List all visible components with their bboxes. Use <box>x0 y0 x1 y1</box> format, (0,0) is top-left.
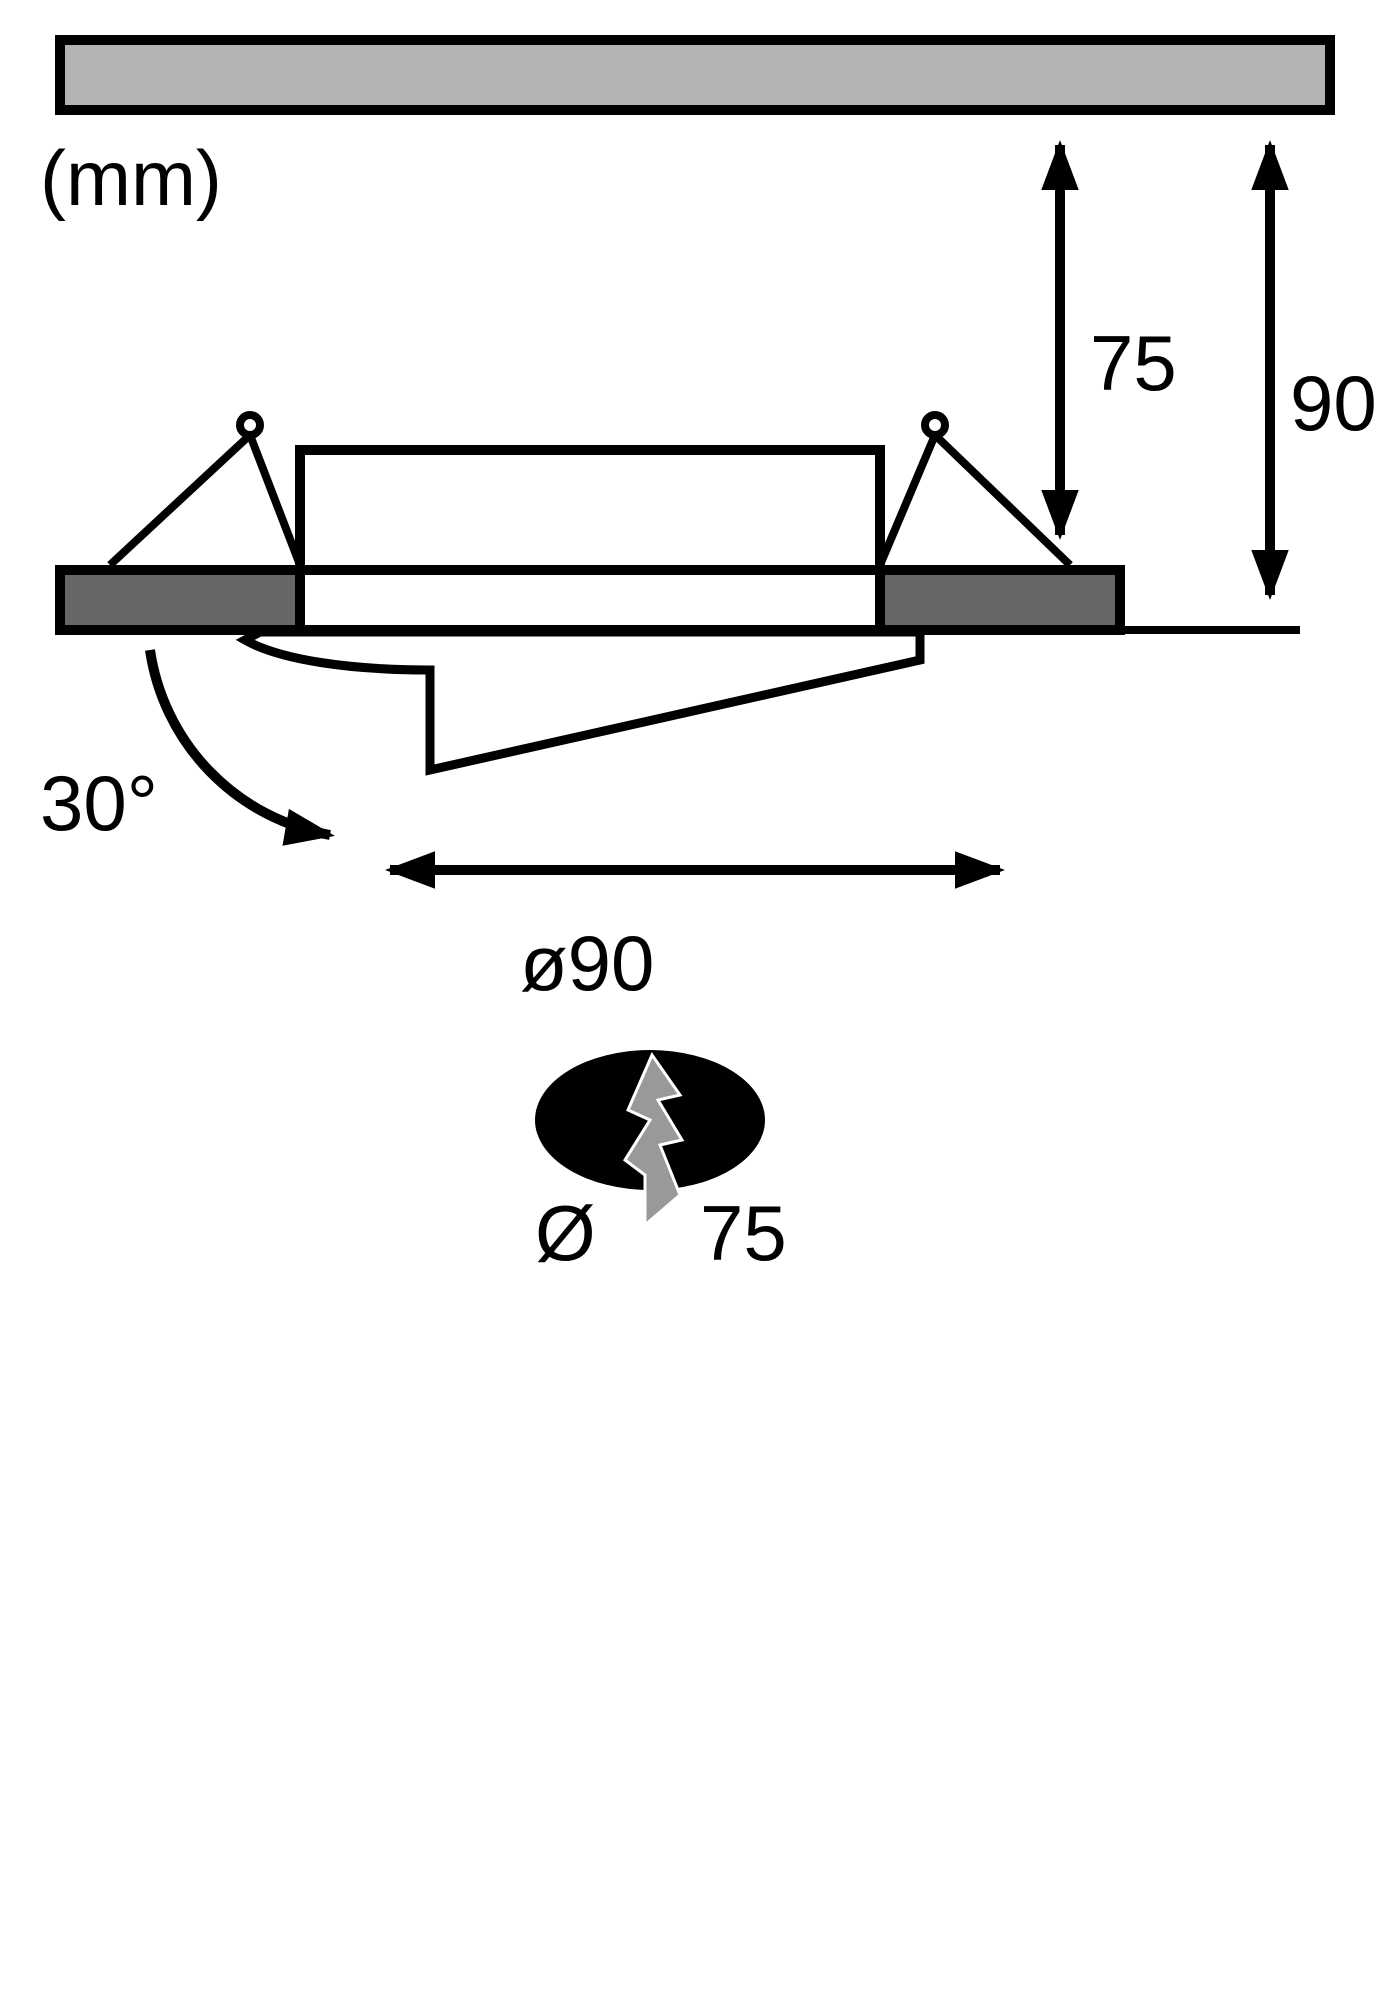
unit-label: (mm) <box>40 134 222 222</box>
spring-clip-right <box>880 415 1070 565</box>
flange-left <box>60 570 300 630</box>
dim-90-label: 90 <box>1290 359 1377 447</box>
diameter-label: ø90 <box>520 919 654 1007</box>
spring-clip-left <box>110 415 300 565</box>
angle-label: 30° <box>40 759 158 847</box>
dim-75-label: 75 <box>1090 319 1177 407</box>
fixture-body <box>300 450 880 570</box>
cutout-value: 75 <box>700 1189 787 1277</box>
angle-arc <box>150 650 330 835</box>
ceiling-bar <box>60 40 1330 110</box>
tilted-lamp <box>245 632 920 770</box>
flange-right <box>880 570 1120 630</box>
cutout-prefix: Ø <box>535 1189 596 1277</box>
